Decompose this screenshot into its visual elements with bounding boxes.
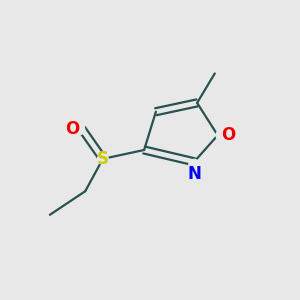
Text: S: S xyxy=(97,150,109,168)
Text: O: O xyxy=(65,120,79,138)
Text: N: N xyxy=(187,165,201,183)
Circle shape xyxy=(216,130,226,141)
Text: O: O xyxy=(221,126,236,144)
Circle shape xyxy=(189,159,200,170)
Circle shape xyxy=(74,124,85,135)
Circle shape xyxy=(98,154,108,164)
